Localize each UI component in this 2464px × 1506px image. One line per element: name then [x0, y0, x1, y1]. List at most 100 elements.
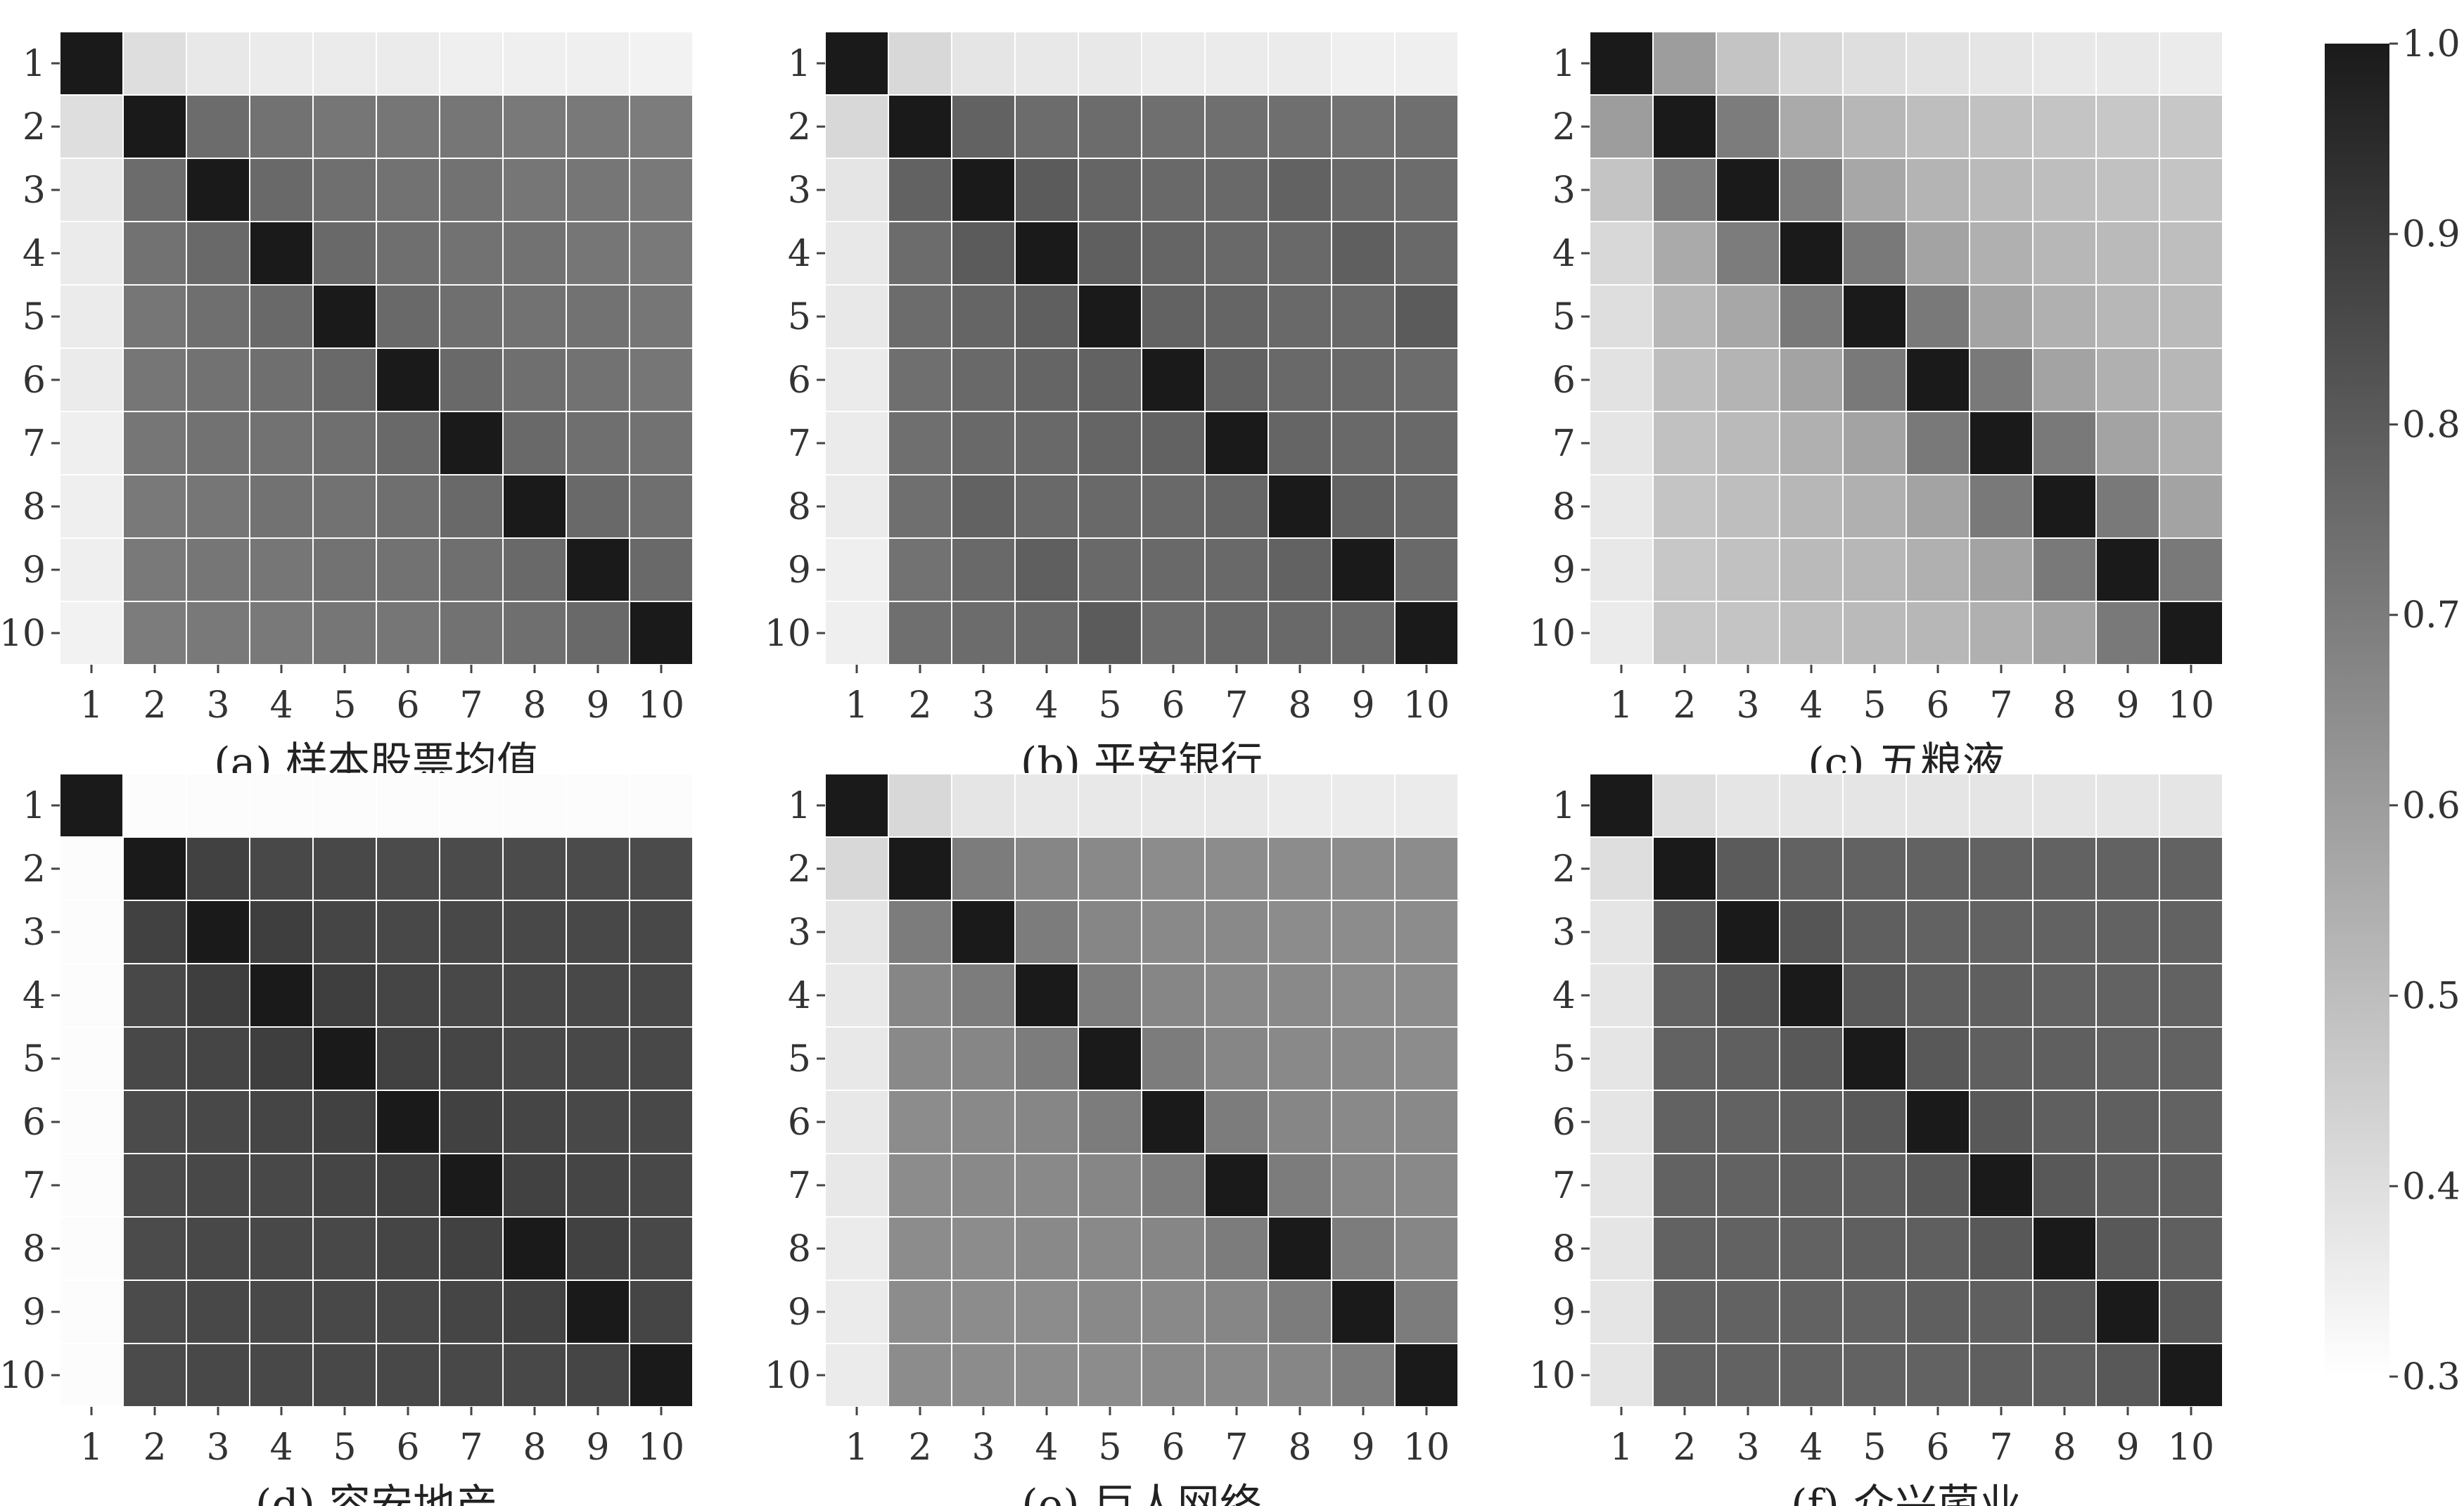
- heatmap-cell: [1716, 963, 1780, 1028]
- heatmap-cell: [312, 1090, 377, 1154]
- heatmap-cell: [1078, 284, 1142, 349]
- heatmap-cell: [1969, 1090, 2034, 1154]
- heatmap-cell: [1268, 221, 1332, 286]
- heatmap-cell: [1014, 411, 1079, 476]
- heatmap-cell: [186, 1090, 250, 1154]
- heatmap-cell: [1078, 963, 1142, 1028]
- x-tick-label: 7: [1989, 684, 2012, 727]
- heatmap-cell: [888, 1280, 952, 1344]
- heatmap-cell: [312, 31, 377, 96]
- heatmap-cell: [502, 773, 567, 838]
- heatmap-cell: [1268, 1090, 1332, 1154]
- heatmap-cell: [2159, 31, 2223, 96]
- heatmap-cell: [1141, 94, 1206, 159]
- heatmap-cell: [1589, 1026, 1654, 1091]
- heatmap-cell: [2032, 773, 2097, 838]
- heatmap-cell: [1014, 347, 1079, 412]
- heatmap-cell: [1842, 601, 1907, 665]
- heatmap-cell: [186, 963, 250, 1028]
- heatmap-cell: [502, 1280, 567, 1344]
- heatmap-cell: [439, 601, 504, 665]
- heatmap-cell: [1716, 1216, 1780, 1281]
- heatmap-cell: [1331, 601, 1396, 665]
- heatmap-cell: [1716, 1026, 1780, 1091]
- heatmap-cell: [1394, 221, 1459, 286]
- heatmap-cell: [2159, 347, 2223, 412]
- heatmap-cell: [1779, 347, 1844, 412]
- heatmap-cell: [1268, 1343, 1332, 1408]
- heatmap-cell: [1394, 1090, 1459, 1154]
- heatmap-cell: [249, 1216, 314, 1281]
- heatmap-cell: [1652, 1026, 1717, 1091]
- heatmap-cell: [439, 537, 504, 602]
- heatmap-cell: [951, 1153, 1016, 1218]
- heatmap-cell: [186, 1216, 250, 1281]
- heatmap-cell: [312, 1343, 377, 1408]
- heatmap-cell: [1842, 900, 1907, 964]
- heatmap-cell: [1906, 411, 1970, 476]
- heatmap-cell: [951, 284, 1016, 349]
- heatmap-cell: [1779, 963, 1844, 1028]
- x-tick-label: 7: [1225, 1427, 1248, 1469]
- heatmap-cell: [1014, 963, 1079, 1028]
- heatmap-cell: [122, 94, 187, 159]
- heatmap-cell: [1014, 1343, 1079, 1408]
- heatmap-cell: [1268, 158, 1332, 222]
- y-tick-label: 6: [788, 359, 811, 402]
- x-tick-label: 3: [1736, 684, 1759, 727]
- heatmap-cell: [888, 900, 952, 964]
- heatmap-cell: [249, 347, 314, 412]
- heatmap-cell: [566, 836, 630, 901]
- heatmap-cell: [951, 1216, 1016, 1281]
- heatmap-cell: [1268, 1216, 1332, 1281]
- x-tick-label: 5: [1098, 1427, 1121, 1469]
- heatmap-cell: [1589, 836, 1654, 901]
- heatmap-cell: [1779, 474, 1844, 539]
- heatmap-cell: [888, 1090, 952, 1154]
- y-tick-label: 9: [788, 1291, 811, 1334]
- heatmap-cell: [439, 1026, 504, 1091]
- heatmap-cell: [888, 284, 952, 349]
- y-tick-label: 4: [23, 233, 46, 275]
- heatmap-cell: [566, 601, 630, 665]
- y-tick-label: 1: [23, 43, 46, 85]
- heatmap-cell: [1204, 1026, 1269, 1091]
- heatmap-cell: [249, 31, 314, 96]
- heatmap-cell: [1268, 1153, 1332, 1218]
- heatmap-cell: [1652, 900, 1717, 964]
- x-tick-label: 7: [1225, 684, 1248, 727]
- heatmap-cell: [2095, 284, 2160, 349]
- heatmap-cell: [888, 963, 952, 1028]
- heatmap-cell: [59, 1343, 124, 1408]
- heatmap-cell: [566, 347, 630, 412]
- heatmap-cell: [1331, 1026, 1396, 1091]
- heatmap-cell: [2095, 900, 2160, 964]
- heatmap-cell: [439, 1343, 504, 1408]
- y-tick-label: 9: [23, 549, 46, 592]
- y-tick-label: 7: [1552, 423, 1576, 465]
- heatmap-cell: [59, 900, 124, 964]
- heatmap-cell: [1969, 601, 2034, 665]
- heatmap-cell: [59, 537, 124, 602]
- heatmap-cell: [1014, 31, 1079, 96]
- y-tick-label: 5: [1552, 1038, 1576, 1080]
- y-tick-label: 8: [23, 486, 46, 528]
- heatmap-cell: [59, 601, 124, 665]
- colorbar-tick-label: 0.5: [2402, 976, 2460, 1018]
- heatmap-cell: [376, 963, 440, 1028]
- heatmap-cell: [824, 94, 889, 159]
- x-tick-label: 4: [1035, 1427, 1058, 1469]
- heatmap-cell: [1906, 1343, 1970, 1408]
- x-tick-label: 2: [908, 1427, 931, 1469]
- heatmap-cell: [1842, 1216, 1907, 1281]
- heatmap-cell: [1268, 31, 1332, 96]
- y-tick-label: 2: [788, 848, 811, 891]
- y-tick-label: 10: [1529, 1355, 1576, 1397]
- heatmap-cell: [59, 1216, 124, 1281]
- heatmap-cell: [1141, 963, 1206, 1028]
- heatmap-cell: [439, 158, 504, 222]
- x-tick-label: 4: [269, 1427, 293, 1469]
- heatmap-cell: [1652, 31, 1717, 96]
